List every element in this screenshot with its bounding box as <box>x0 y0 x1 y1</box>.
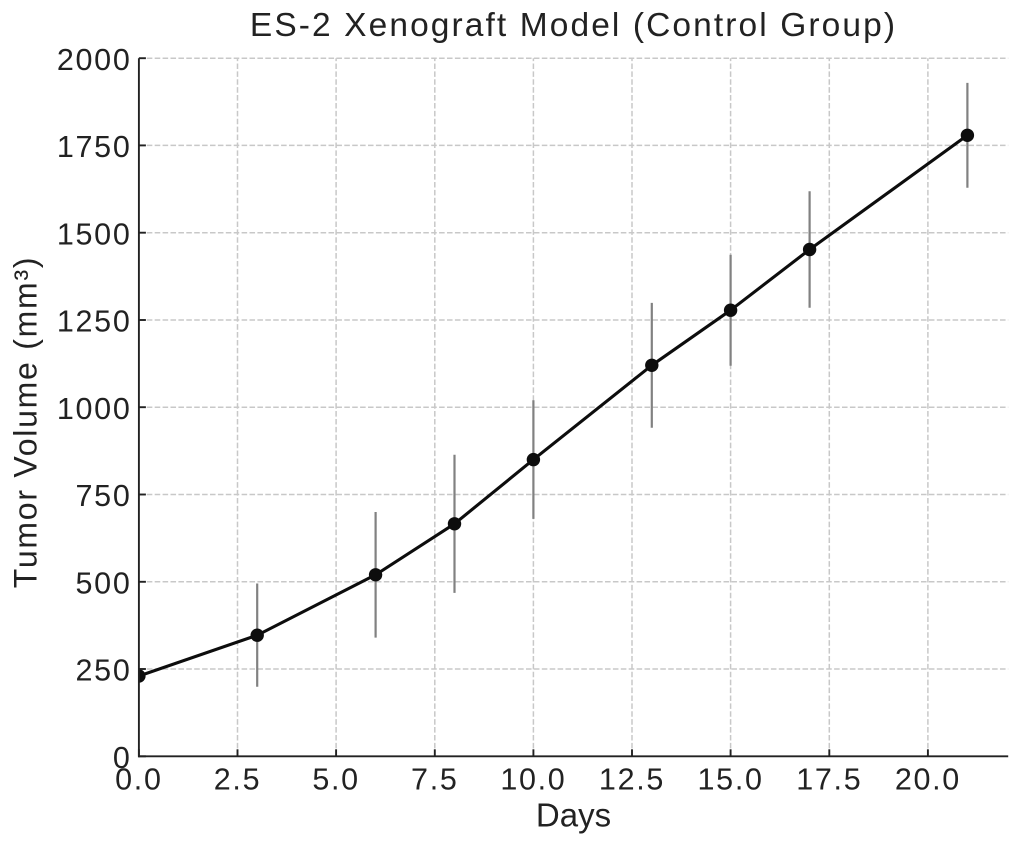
svg-text:17.5: 17.5 <box>796 763 862 797</box>
svg-text:1750: 1750 <box>57 130 132 164</box>
svg-text:1500: 1500 <box>57 217 132 251</box>
svg-text:750: 750 <box>76 479 132 513</box>
svg-text:15.0: 15.0 <box>698 763 764 797</box>
svg-text:ES-2 Xenograft Model (Control: ES-2 Xenograft Model (Control Group) <box>250 7 897 44</box>
svg-text:1000: 1000 <box>57 392 132 426</box>
svg-text:250: 250 <box>76 654 132 688</box>
svg-text:Tumor Volume (mm³): Tumor Volume (mm³) <box>8 256 44 589</box>
svg-text:2.5: 2.5 <box>214 763 262 797</box>
svg-text:12.5: 12.5 <box>599 763 665 797</box>
svg-text:Days: Days <box>536 797 611 834</box>
svg-text:500: 500 <box>76 567 132 601</box>
svg-text:5.0: 5.0 <box>312 763 360 797</box>
svg-text:0.0: 0.0 <box>115 763 163 797</box>
svg-text:0: 0 <box>113 741 132 775</box>
svg-text:20.0: 20.0 <box>895 763 961 797</box>
svg-text:7.5: 7.5 <box>411 763 459 797</box>
svg-text:2000: 2000 <box>57 43 132 77</box>
svg-text:10.0: 10.0 <box>500 763 566 797</box>
svg-text:1250: 1250 <box>57 305 132 339</box>
